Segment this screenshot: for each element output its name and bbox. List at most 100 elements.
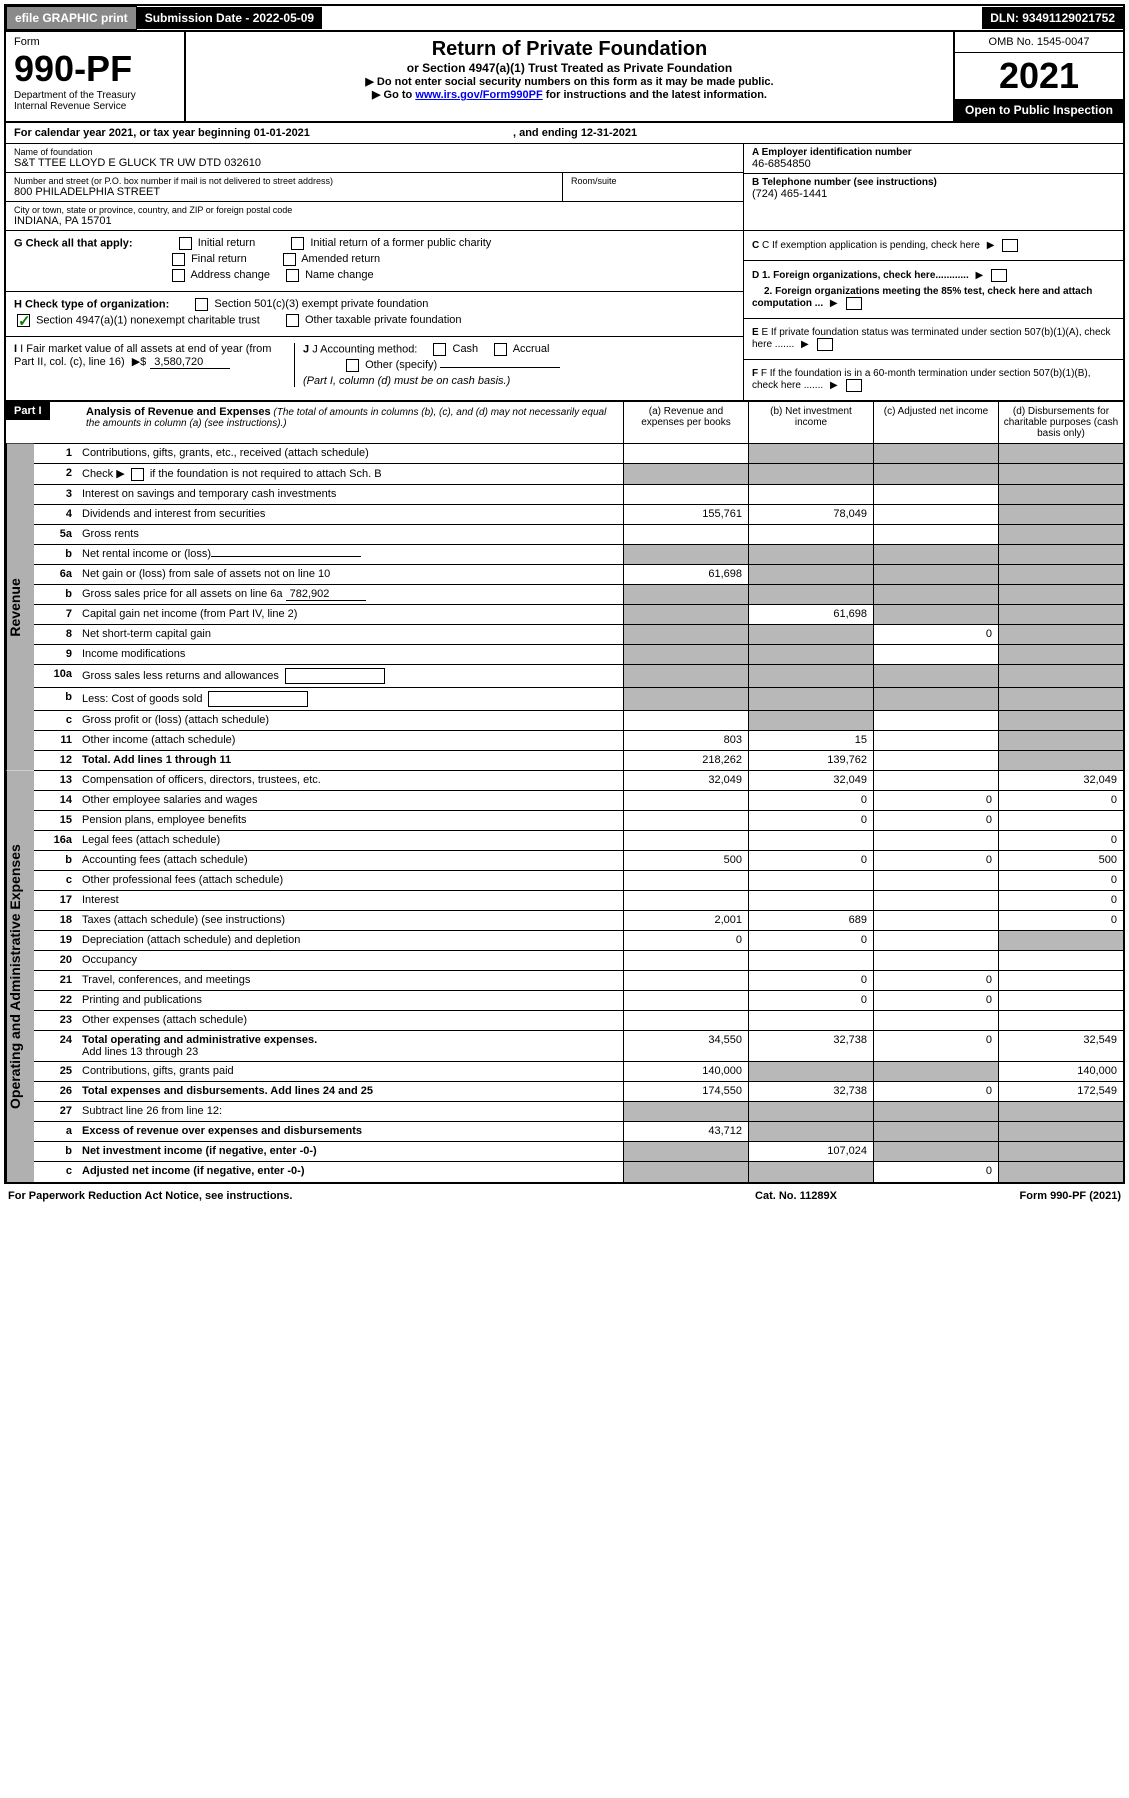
initial-former-checkbox[interactable] xyxy=(291,237,304,250)
d-section: D 1. Foreign organizations, check here..… xyxy=(744,261,1123,319)
l6a-desc: Net gain or (loss) from sale of assets n… xyxy=(78,565,623,584)
gh-left: G Check all that apply: Initial return I… xyxy=(6,231,743,400)
line-27a: aExcess of revenue over expenses and dis… xyxy=(34,1122,1123,1142)
l10b-desc: Less: Cost of goods sold xyxy=(78,688,623,710)
c-checkbox[interactable] xyxy=(1002,239,1018,252)
line-10b: bLess: Cost of goods sold xyxy=(34,688,1123,711)
line-3: 3Interest on savings and temporary cash … xyxy=(34,485,1123,505)
l19-b: 0 xyxy=(748,931,873,950)
l13-desc: Compensation of officers, directors, tru… xyxy=(78,771,623,790)
l16b-a: 500 xyxy=(623,851,748,870)
name-label: Name of foundation xyxy=(14,147,735,157)
l20-desc: Occupancy xyxy=(78,951,623,970)
c-section: C C If exemption application is pending,… xyxy=(744,231,1123,261)
l12-a: 218,262 xyxy=(623,751,748,770)
form-title: Return of Private Foundation xyxy=(192,38,947,61)
opex-body: 13Compensation of officers, directors, t… xyxy=(34,771,1123,1182)
l25-desc: Contributions, gifts, grants paid xyxy=(78,1062,623,1081)
l8-desc: Net short-term capital gain xyxy=(78,625,623,644)
final-checkbox[interactable] xyxy=(172,253,185,266)
j-accrual: Accrual xyxy=(513,343,550,355)
l13-a: 32,049 xyxy=(623,771,748,790)
l16b-b: 0 xyxy=(748,851,873,870)
line-12: 12Total. Add lines 1 through 11218,26213… xyxy=(34,751,1123,771)
accrual-checkbox[interactable] xyxy=(494,343,507,356)
other-method-checkbox[interactable] xyxy=(346,359,359,372)
schb-checkbox[interactable] xyxy=(131,468,144,481)
d1-checkbox[interactable] xyxy=(991,269,1007,282)
h-4947: Section 4947(a)(1) nonexempt charitable … xyxy=(36,314,260,326)
h-section: H Check type of organization: Section 50… xyxy=(6,292,743,337)
irs-label: Internal Revenue Service xyxy=(14,101,176,112)
form-header: Form 990-PF Department of the Treasury I… xyxy=(6,32,1123,123)
line-23: 23Other expenses (attach schedule) xyxy=(34,1011,1123,1031)
l7-b: 61,698 xyxy=(748,605,873,624)
4947-checkbox[interactable] xyxy=(17,314,30,327)
form-page: efile GRAPHIC print Submission Date - 20… xyxy=(4,4,1125,1184)
form-label: Form xyxy=(14,36,176,48)
phone-val: (724) 465-1441 xyxy=(752,188,1115,200)
efile-button[interactable]: efile GRAPHIC print xyxy=(6,6,137,30)
initial-checkbox[interactable] xyxy=(179,237,192,250)
l16b-desc: Accounting fees (attach schedule) xyxy=(78,851,623,870)
l16a-d: 0 xyxy=(998,831,1123,850)
line-7: 7Capital gain net income (from Part IV, … xyxy=(34,605,1123,625)
e-checkbox[interactable] xyxy=(817,338,833,351)
f-section: F F If the foundation is in a 60-month t… xyxy=(744,360,1123,400)
l27-desc: Subtract line 26 from line 12: xyxy=(78,1102,623,1121)
l21-desc: Travel, conferences, and meetings xyxy=(78,971,623,990)
line-1: 1Contributions, gifts, grants, etc., rec… xyxy=(34,444,1123,464)
revenue-label: Revenue xyxy=(6,444,34,771)
header-right: OMB No. 1545-0047 2021 Open to Public In… xyxy=(953,32,1123,121)
opex-section: Operating and Administrative Expenses 13… xyxy=(6,771,1123,1182)
line-17: 17Interest0 xyxy=(34,891,1123,911)
g-addr: Address change xyxy=(190,269,270,281)
info-grid: Name of foundation S&T TTEE LLOYD E GLUC… xyxy=(6,144,1123,231)
line-25: 25Contributions, gifts, grants paid140,0… xyxy=(34,1062,1123,1082)
f-label: F If the foundation is in a 60-month ter… xyxy=(752,368,1091,391)
l25-d: 140,000 xyxy=(998,1062,1123,1081)
line-5a: 5aGross rents xyxy=(34,525,1123,545)
other-tax-checkbox[interactable] xyxy=(286,314,299,327)
line-14: 14Other employee salaries and wages000 xyxy=(34,791,1123,811)
l6b-val: 782,902 xyxy=(286,588,366,601)
d2-checkbox[interactable] xyxy=(846,297,862,310)
line-2: 2Check ▶ if the foundation is not requir… xyxy=(34,464,1123,485)
501c3-checkbox[interactable] xyxy=(195,298,208,311)
l3-desc: Interest on savings and temporary cash i… xyxy=(78,485,623,504)
line-10c: cGross profit or (loss) (attach schedule… xyxy=(34,711,1123,731)
line-6b: bGross sales price for all assets on lin… xyxy=(34,585,1123,605)
foundation-name: S&T TTEE LLOYD E GLUCK TR UW DTD 032610 xyxy=(14,157,735,169)
calyear-begin: For calendar year 2021, or tax year begi… xyxy=(14,127,310,139)
e-section: E E If private foundation status was ter… xyxy=(744,319,1123,360)
line-22: 22Printing and publications00 xyxy=(34,991,1123,1011)
l4-b: 78,049 xyxy=(748,505,873,524)
line-9: 9Income modifications xyxy=(34,645,1123,665)
gh-right: C C If exemption application is pending,… xyxy=(743,231,1123,400)
j-cell: J J Accounting method: Cash Accrual Othe… xyxy=(294,343,735,387)
l2-desc: Check ▶ if the foundation is not require… xyxy=(78,464,623,484)
addr-change-checkbox[interactable] xyxy=(172,269,185,282)
f-checkbox[interactable] xyxy=(846,379,862,392)
l14-c: 0 xyxy=(873,791,998,810)
note-2: ▶ Go to www.irs.gov/Form990PF for instru… xyxy=(192,88,947,101)
omb-number: OMB No. 1545-0047 xyxy=(955,32,1123,53)
name-change-checkbox[interactable] xyxy=(286,269,299,282)
line-8: 8Net short-term capital gain0 xyxy=(34,625,1123,645)
line-27c: cAdjusted net income (if negative, enter… xyxy=(34,1162,1123,1182)
amended-checkbox[interactable] xyxy=(283,253,296,266)
instructions-link[interactable]: www.irs.gov/Form990PF xyxy=(415,89,542,101)
col-d-head: (d) Disbursements for charitable purpose… xyxy=(998,402,1123,443)
l6b-desc: Gross sales price for all assets on line… xyxy=(78,585,623,604)
l24-desc: Total operating and administrative expen… xyxy=(78,1031,623,1061)
line-27b: bNet investment income (if negative, ent… xyxy=(34,1142,1123,1162)
cash-checkbox[interactable] xyxy=(433,343,446,356)
l14-desc: Other employee salaries and wages xyxy=(78,791,623,810)
l19-desc: Depreciation (attach schedule) and deple… xyxy=(78,931,623,950)
h-other: Other taxable private foundation xyxy=(305,314,462,326)
l26-a: 174,550 xyxy=(623,1082,748,1101)
info-left: Name of foundation S&T TTEE LLOYD E GLUC… xyxy=(6,144,743,230)
line-15: 15Pension plans, employee benefits00 xyxy=(34,811,1123,831)
line-16b: bAccounting fees (attach schedule)500005… xyxy=(34,851,1123,871)
part1-header: Part I Analysis of Revenue and Expenses … xyxy=(6,401,1123,444)
